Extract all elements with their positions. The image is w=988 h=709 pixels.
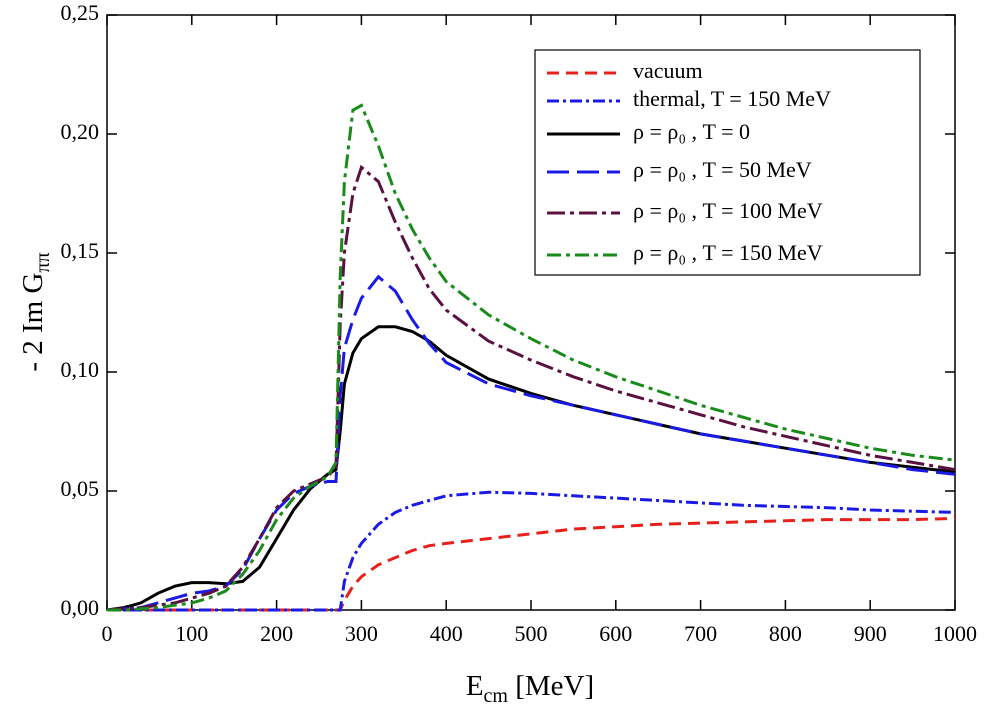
series-line <box>106 164 956 612</box>
legend-label: vacuum <box>633 58 703 83</box>
x-tick-label: 800 <box>769 621 802 646</box>
y-tick-label: 0,00 <box>61 595 100 620</box>
legend-label: ρ = ρ₀ , T = 0 <box>633 119 750 144</box>
y-label-sub: ππ <box>32 252 54 272</box>
y-tick-label: 0,05 <box>61 476 100 501</box>
x-tick-label: 100 <box>175 621 208 646</box>
legend-label: ρ = ρ₀ , T = 100 MeV <box>633 198 823 223</box>
y-axis-label: - 2 Im Gππ <box>17 252 54 371</box>
plot-frame <box>106 14 956 611</box>
series-line <box>106 325 956 612</box>
x-label-unit: [MeV] <box>508 670 594 702</box>
legend-label: ρ = ρ₀ , T = 150 MeV <box>633 240 823 265</box>
x-tick-label: 400 <box>430 621 463 646</box>
x-tick-label: 300 <box>345 621 378 646</box>
series-line <box>107 516 956 612</box>
y-tick-label: 0,20 <box>61 119 100 144</box>
x-tick-label: 700 <box>684 621 717 646</box>
legend-box <box>534 49 921 276</box>
x-tick-label: 1000 <box>933 621 977 646</box>
x-label-main: E <box>466 670 484 702</box>
y-label-main: - 2 Im G <box>17 273 49 372</box>
series-line <box>106 274 956 612</box>
series-line <box>107 103 956 612</box>
x-tick-label: 900 <box>854 621 887 646</box>
series-line <box>107 490 956 612</box>
x-tick-label: 200 <box>260 621 293 646</box>
x-axis-label: Ecm [MeV] <box>466 670 594 707</box>
x-label-sub: cm <box>484 685 509 707</box>
y-tick-label: 0,15 <box>61 238 100 263</box>
x-tick-label: 600 <box>599 621 632 646</box>
x-tick-label: 0 <box>102 621 113 646</box>
legend-label: ρ = ρ₀ , T = 50 MeV <box>633 157 812 182</box>
x-tick-label: 500 <box>515 621 548 646</box>
y-tick-label: 0,10 <box>61 357 100 382</box>
legend-label: thermal, T = 150 MeV <box>633 86 831 111</box>
y-tick-label: 0,25 <box>61 0 100 25</box>
